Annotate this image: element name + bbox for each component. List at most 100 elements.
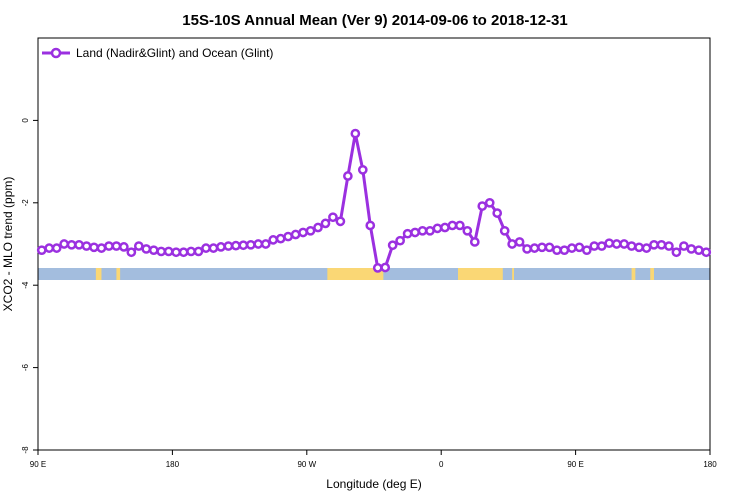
data-point	[641, 243, 652, 253]
data-point	[499, 225, 510, 236]
data-point	[320, 218, 331, 229]
x-tick-label: 0	[439, 460, 444, 469]
data-point	[514, 237, 525, 247]
y-tick-label: -4	[21, 281, 30, 289]
data-point	[537, 242, 547, 253]
data-point	[417, 225, 428, 236]
data-point	[462, 225, 473, 236]
data-point	[328, 212, 338, 223]
data-point	[492, 208, 503, 218]
data-point	[104, 241, 114, 251]
data-point	[552, 245, 562, 256]
series-layer	[36, 128, 712, 273]
y-tick-label: -6	[21, 363, 30, 371]
data-point	[574, 242, 585, 253]
data-point	[245, 239, 256, 250]
legend-label: Land (Nadir&Glint) and Ocean (Glint)	[76, 46, 273, 60]
x-tick-label: 180	[166, 460, 180, 469]
data-point	[133, 241, 144, 251]
data-point	[223, 241, 234, 251]
data-point	[298, 227, 308, 238]
data-point	[268, 235, 279, 245]
data-point	[74, 239, 84, 250]
data-point	[380, 262, 391, 273]
data-point	[59, 239, 69, 249]
data-point	[350, 128, 361, 139]
data-point	[335, 216, 346, 227]
data-point	[589, 241, 600, 251]
data-point	[522, 244, 532, 254]
legend: Land (Nadir&Glint) and Ocean (Glint)	[42, 46, 273, 60]
data-point	[216, 242, 226, 252]
data-point	[649, 239, 659, 250]
land-segment	[631, 268, 636, 280]
data-point	[395, 235, 405, 246]
data-point	[477, 201, 488, 211]
data-point	[484, 197, 495, 208]
data-point	[305, 225, 316, 236]
land-segment	[512, 268, 514, 280]
data-point	[238, 240, 249, 251]
data-point	[365, 220, 376, 231]
land-segment	[116, 268, 121, 280]
data-point	[66, 239, 77, 250]
data-point	[619, 239, 629, 249]
data-point	[544, 242, 555, 253]
data-point	[634, 242, 644, 253]
data-point	[231, 240, 241, 251]
data-point	[656, 239, 667, 250]
y-tick-label: -2	[21, 199, 30, 207]
x-axis: 90 E 180 90 W 0 90 E 180	[30, 450, 717, 469]
data-point	[186, 246, 196, 257]
data-point	[283, 231, 293, 242]
data-point	[671, 247, 682, 258]
data-point	[119, 242, 129, 252]
data-point	[260, 239, 271, 249]
data-point	[402, 228, 413, 239]
data-point	[626, 241, 637, 251]
data-point	[440, 222, 450, 233]
data-point	[96, 243, 107, 253]
land-segment	[458, 268, 503, 280]
data-point	[701, 247, 712, 258]
data-point	[163, 246, 174, 257]
data-point	[529, 243, 540, 253]
data-point	[387, 240, 398, 251]
x-tick-label: 180	[703, 460, 717, 469]
data-point	[410, 227, 420, 238]
data-point	[111, 241, 122, 251]
data-point	[193, 246, 204, 257]
data-point	[559, 245, 570, 256]
x-tick-label: 90 E	[567, 460, 583, 469]
x-tick-label: 90 E	[30, 460, 46, 469]
data-point	[664, 241, 674, 251]
data-point	[253, 239, 264, 249]
data-point	[679, 241, 689, 251]
data-point	[148, 245, 159, 256]
data-point	[425, 225, 435, 236]
land-segment	[95, 268, 102, 280]
data-point	[604, 238, 615, 249]
data-point	[178, 247, 189, 258]
plot-frame	[37, 37, 711, 451]
data-point	[201, 243, 211, 253]
data-point	[611, 239, 622, 249]
data-point	[372, 263, 383, 273]
data-point	[469, 237, 480, 247]
data-point	[507, 239, 517, 249]
data-point	[357, 164, 368, 175]
data-point	[51, 243, 62, 253]
data-point	[432, 223, 443, 234]
data-point	[81, 241, 92, 251]
y-tick-label: -8	[21, 446, 30, 454]
chart-title: 15S-10S Annual Mean (Ver 9) 2014-09-06 t…	[182, 12, 567, 29]
data-point	[141, 244, 152, 254]
data-point	[686, 244, 697, 254]
data-point	[44, 243, 55, 253]
data-point	[126, 247, 137, 258]
data-point	[275, 233, 286, 244]
data-point	[596, 241, 607, 251]
data-point	[89, 242, 99, 253]
data-point	[567, 243, 577, 253]
